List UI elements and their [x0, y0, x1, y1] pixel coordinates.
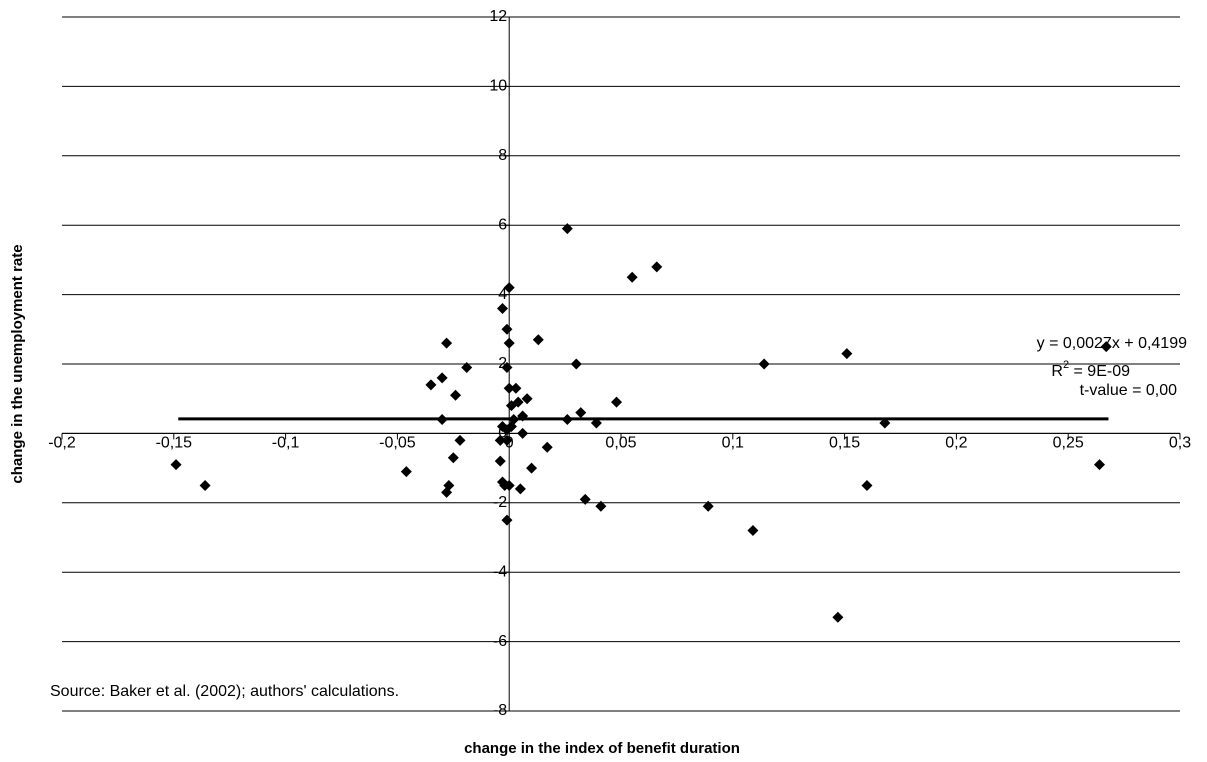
y-tick-label: 8 — [498, 147, 507, 164]
point — [496, 302, 508, 314]
point — [579, 493, 591, 505]
point — [570, 358, 582, 370]
point — [526, 462, 538, 474]
y-tick-label: 10 — [489, 78, 507, 95]
point — [447, 452, 459, 464]
point — [841, 348, 853, 360]
r-symbol: R — [1051, 363, 1063, 380]
point — [702, 500, 714, 512]
y-tick-label: -8 — [493, 702, 507, 719]
source-note: Source: Baker et al. (2002); authors' ca… — [50, 683, 399, 700]
point — [501, 514, 513, 526]
point — [517, 427, 529, 439]
point — [441, 337, 453, 349]
y-tick-label: 6 — [498, 216, 507, 233]
point — [501, 323, 513, 335]
point — [521, 393, 533, 405]
x-tick-label: -0,2 — [48, 435, 76, 452]
x-tick-label: 0,15 — [829, 435, 860, 452]
point — [501, 361, 513, 373]
r-text: = 9E-09 — [1069, 363, 1130, 380]
point — [514, 483, 526, 495]
y-tick-label: -6 — [493, 633, 507, 650]
point — [626, 271, 638, 283]
x-tick-label: 0,05 — [605, 435, 636, 452]
y-tick-label: 4 — [498, 286, 507, 303]
trend-equation: y = 0,0027x + 0,4199 — [1037, 335, 1187, 352]
point — [595, 500, 607, 512]
point — [758, 358, 770, 370]
x-tick-label: -0,1 — [272, 435, 300, 452]
point — [443, 479, 455, 491]
point — [541, 441, 553, 453]
point — [503, 382, 515, 394]
point — [461, 361, 473, 373]
point — [1094, 459, 1106, 471]
point — [532, 334, 544, 346]
x-tick-label: -0,15 — [156, 435, 193, 452]
point — [611, 396, 623, 408]
point — [832, 611, 844, 623]
point — [199, 479, 211, 491]
x-tick-label: 0,3 — [1169, 435, 1191, 452]
x-tick-label: -0,05 — [379, 435, 416, 452]
point — [747, 525, 759, 537]
point — [503, 282, 515, 294]
r-power: 2 — [1063, 359, 1069, 371]
point — [436, 372, 448, 384]
y-tick-label: -4 — [493, 563, 507, 580]
x-axis-label: change in the index of benefit duration — [464, 740, 740, 757]
point — [861, 479, 873, 491]
point — [400, 466, 412, 478]
y-axis-label: change in the unemployment rate — [9, 244, 26, 483]
y-tick-label: 12 — [489, 8, 507, 25]
y-tick-label: 2 — [498, 355, 507, 372]
point — [561, 223, 573, 235]
point — [450, 389, 462, 401]
x-tick-label: 0,1 — [722, 435, 744, 452]
point — [1100, 341, 1112, 353]
t-value: t-value = 0,00 — [1080, 382, 1178, 399]
point — [494, 434, 506, 446]
y-tick-label: -2 — [493, 494, 507, 511]
x-tick-label: 0,2 — [945, 435, 967, 452]
point — [651, 261, 663, 273]
point — [512, 396, 524, 408]
point — [454, 434, 466, 446]
point — [510, 382, 522, 394]
point — [501, 434, 513, 446]
point — [503, 479, 515, 491]
point — [494, 455, 506, 467]
point — [575, 407, 587, 419]
r-squared: R2 = 9E-09 — [1051, 359, 1130, 380]
point — [503, 337, 515, 349]
point — [170, 459, 182, 471]
point — [425, 379, 437, 391]
x-tick-label: 0,25 — [1053, 435, 1084, 452]
